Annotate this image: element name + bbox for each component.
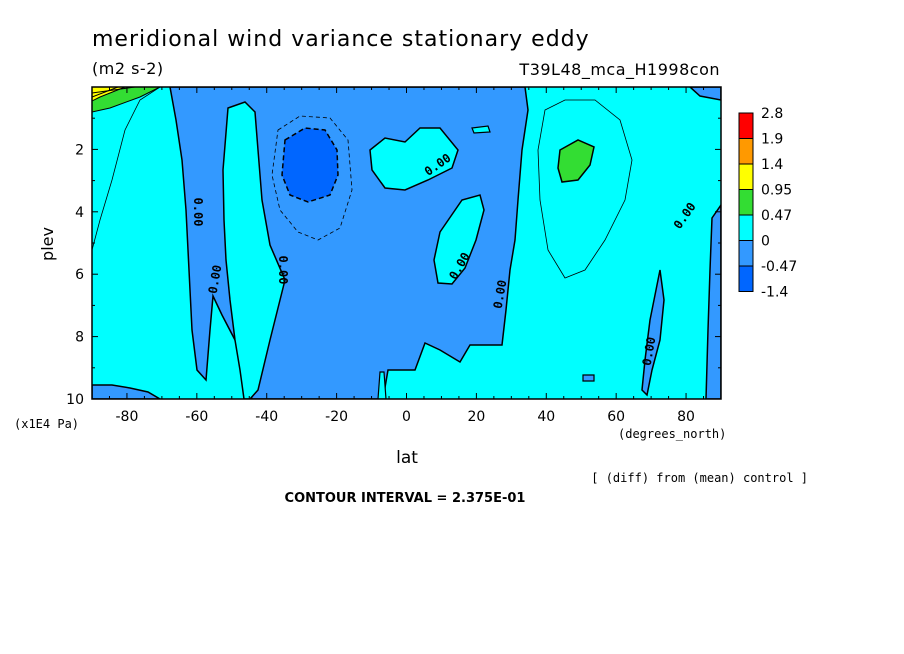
x-axis-label: lat <box>396 448 418 468</box>
chart-units: (m2 s-2) <box>92 59 164 78</box>
contour-label: 0.00 <box>206 264 225 295</box>
positive-lobe-sh <box>222 101 286 399</box>
colorbar-label: 1.4 <box>761 157 783 173</box>
colorbar-label: -0.47 <box>761 259 797 275</box>
colorbar-swatch <box>738 265 754 292</box>
x-units: (degrees_north) <box>618 427 726 441</box>
colorbar-label: 2.8 <box>761 106 783 122</box>
negative-region-nh-mid <box>641 269 665 397</box>
positive-lobe-eq-upper <box>369 127 459 191</box>
contour-label: 0.00 <box>276 256 290 285</box>
colorbar-label: -1.4 <box>761 285 788 301</box>
x-tick-label: 0 <box>402 409 411 425</box>
y-tick-label: 10 <box>66 392 84 408</box>
positive-corner-inner <box>92 87 126 102</box>
negative-strip-bottom-left <box>92 384 162 399</box>
x-tick-label: -80 <box>116 409 139 425</box>
contour-label: 0.00 <box>191 198 205 227</box>
x-tick-label: 60 <box>607 409 625 425</box>
y-axis: 2 4 6 8 10 <box>66 117 721 408</box>
contour-label: 0.00 <box>640 336 659 367</box>
colorbar-swatch <box>738 138 754 165</box>
x-axis: -80 -60 -40 -20 0 20 40 60 80 <box>108 87 705 425</box>
colorbar: 2.8 1.9 1.4 0.95 0.47 0 -0.47 -1.4 <box>738 106 797 301</box>
experiment-label: T39L48_mca_H1998con <box>518 60 720 80</box>
colorbar-swatch <box>738 214 754 241</box>
x-tick-label: -40 <box>255 409 278 425</box>
negative-region-nh-high <box>705 203 721 399</box>
colorbar-swatch <box>738 240 754 267</box>
strong-negative-core <box>281 127 339 203</box>
colorbar-swatch <box>738 112 754 139</box>
x-tick-label: 40 <box>537 409 555 425</box>
thin-contour-nh <box>537 99 633 279</box>
positive-lobe-eq-mid <box>433 194 485 285</box>
contour-label: 0.00 <box>491 279 510 310</box>
y-tick-label: 4 <box>75 205 84 221</box>
y-axis-label: plev <box>38 227 57 261</box>
contour-interval: CONTOUR INTERVAL = 2.375E-01 <box>285 491 526 506</box>
positive-green-blob <box>557 139 595 183</box>
colorbar-label: 1.9 <box>761 132 783 148</box>
x-tick-label: 80 <box>677 409 695 425</box>
negative-region-top-right <box>688 87 721 101</box>
colorbar-swatch <box>738 189 754 216</box>
contour-field <box>92 87 721 399</box>
x-tick-label: 20 <box>467 409 485 425</box>
y-units: (x1E4 Pa) <box>14 417 79 431</box>
x-tick-label: -20 <box>325 409 348 425</box>
negative-blob-small <box>582 374 595 382</box>
colorbar-label: 0.47 <box>761 208 792 224</box>
x-tick-label: -60 <box>185 409 208 425</box>
diff-note: [ (diff) from (mean) control ] <box>591 471 808 485</box>
negative-spike-eq <box>377 371 387 399</box>
y-tick-label: 8 <box>75 330 84 346</box>
y-tick-label: 2 <box>75 142 84 158</box>
colorbar-label: 0.95 <box>761 183 792 199</box>
chart-title: meridional wind variance stationary eddy <box>92 27 590 52</box>
colorbar-label: 0 <box>761 234 770 250</box>
y-tick-label: 6 <box>75 267 84 283</box>
positive-blob-small <box>471 125 491 134</box>
thin-contour-core <box>271 115 353 241</box>
thin-contour-sh <box>92 87 161 251</box>
colorbar-swatch <box>738 163 754 190</box>
